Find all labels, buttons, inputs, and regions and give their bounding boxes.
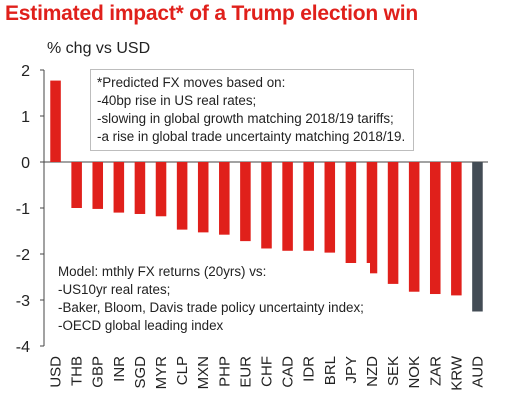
bar-zar <box>429 162 441 295</box>
bar-myr <box>155 162 167 217</box>
bar-jpy <box>345 162 357 265</box>
bar-clp <box>176 162 188 230</box>
note-line: *Predicted FX moves based on: <box>97 75 286 90</box>
bar-idr <box>303 162 314 251</box>
x-tick-label: THB <box>69 356 86 386</box>
x-tick-label: MYR <box>153 356 170 390</box>
model-note: Model: mthly FX returns (20yrs) vs: -US1… <box>58 263 370 335</box>
note-line: -a rise in global trade uncertainty matc… <box>97 129 406 144</box>
note-line: -OECD global leading index <box>58 318 224 333</box>
x-tick-label: BRL <box>322 356 339 385</box>
note-line: -Baker, Bloom, Davis trade policy uncert… <box>58 300 364 315</box>
x-tick-label: NOK <box>406 356 423 389</box>
bar-sek <box>387 162 399 284</box>
bar-eur <box>240 162 251 242</box>
y-tick-label: -3 <box>16 293 30 310</box>
note-line: Model: mthly FX returns (20yrs) vs: <box>58 264 267 279</box>
bar-thb <box>71 162 82 208</box>
note-line: -40bp rise in US real rates; <box>97 93 257 108</box>
bar-chf <box>261 162 272 249</box>
x-tick-label: SGD <box>132 356 149 389</box>
x-tick-label: CLP <box>174 356 191 385</box>
x-tick-label: EUR <box>237 356 254 388</box>
bar-inr <box>113 162 125 213</box>
y-tick-label: -1 <box>16 201 30 218</box>
y-tick-label: 0 <box>21 155 30 172</box>
chart-title: Estimated impact* of a Trump election wi… <box>5 2 419 25</box>
y-tick-label: 1 <box>21 109 30 126</box>
bar-mxn <box>197 162 209 233</box>
bar-nzd <box>366 162 378 274</box>
x-tick-label: GBP <box>90 356 107 388</box>
note-line: -US10yr real rates; <box>58 282 171 297</box>
bar-aud <box>472 162 483 312</box>
bar-sgd <box>134 162 146 214</box>
bar-gbp <box>92 162 104 209</box>
x-tick-label: NZD <box>364 356 381 387</box>
x-tick-label: PHP <box>216 356 233 387</box>
bar-nok <box>408 162 420 292</box>
x-tick-label: IDR <box>301 356 318 382</box>
x-tick-label: AUD <box>469 356 486 388</box>
methodology-note: *Predicted FX moves based on: -40bp rise… <box>90 69 415 151</box>
y-tick-label: -4 <box>16 339 30 356</box>
x-tick-label: CAD <box>280 356 297 388</box>
x-tick-label: USD <box>48 356 65 388</box>
x-tick-label: ZAR <box>427 356 444 386</box>
y-tick-label: 2 <box>21 63 30 80</box>
x-tick-label: KRW <box>448 355 465 391</box>
y-tick-label: -2 <box>16 247 30 264</box>
x-tick-label: CHF <box>259 356 276 387</box>
y-axis-label: % chg vs USD <box>47 40 151 57</box>
bar-cad <box>282 162 293 251</box>
bar-krw <box>451 162 462 296</box>
bar-usd <box>50 80 61 162</box>
note-line: -slowing in global growth matching 2018/… <box>97 111 394 126</box>
bar-php <box>219 162 230 235</box>
x-tick-label: MXN <box>195 356 212 389</box>
x-tick-label: SEK <box>385 356 402 386</box>
x-tick-label: JPY <box>343 356 360 384</box>
x-tick-label: INR <box>111 356 128 382</box>
bar-brl <box>324 162 336 253</box>
